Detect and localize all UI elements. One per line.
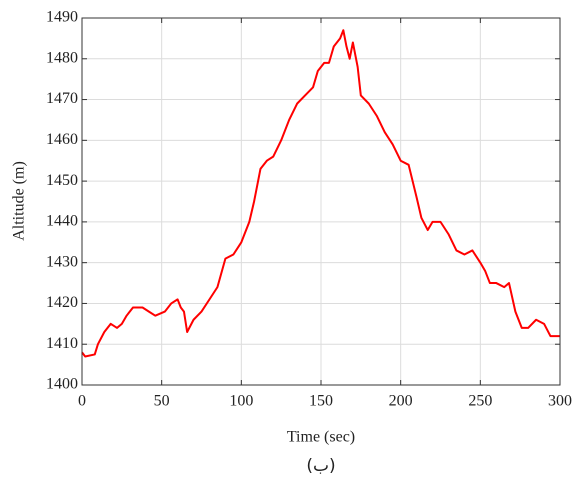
y-tick-label: 1470 <box>46 90 78 107</box>
x-tick-label: 100 <box>229 393 253 410</box>
y-tick-label: 1450 <box>46 172 78 189</box>
plot-frame <box>81 17 561 386</box>
y-tick-label: 1430 <box>46 253 78 270</box>
y-tick-label: 1460 <box>46 131 78 148</box>
y-tick-label: 1410 <box>46 335 78 352</box>
y-tick-label: 1480 <box>46 49 78 66</box>
y-tick-label: 1420 <box>46 294 78 311</box>
y-tick-label: 1400 <box>46 376 78 393</box>
x-axis-label: Time (sec) <box>287 429 355 446</box>
data-line <box>81 29 560 358</box>
x-tick-label: 300 <box>548 393 572 410</box>
y-tick-label: 1440 <box>46 213 78 230</box>
x-tick-label: 250 <box>468 393 492 410</box>
x-tick-label: 0 <box>78 393 86 410</box>
x-tick-label: 150 <box>309 393 333 410</box>
y-tick-label: 1490 <box>46 9 78 26</box>
x-tick-label: 200 <box>389 393 413 410</box>
caption: (ب) <box>306 456 335 476</box>
y-axis-label: Altitude (m) <box>11 161 28 241</box>
x-tick-label: 50 <box>154 393 170 410</box>
